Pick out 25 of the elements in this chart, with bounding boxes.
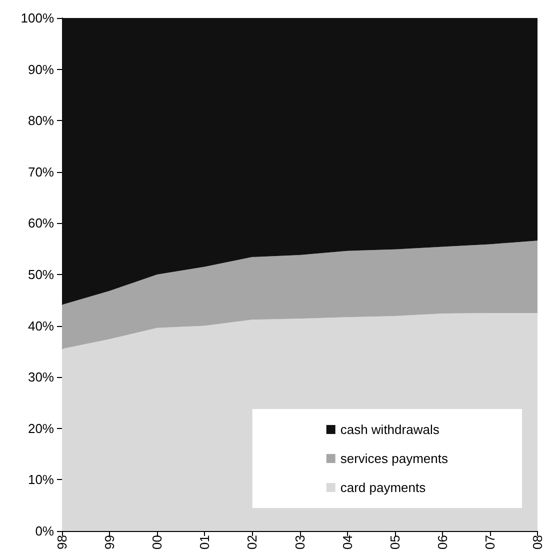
y-tick-label: 10% — [28, 472, 54, 488]
legend-label: card payments — [340, 480, 426, 495]
x-tick-label: 02 — [244, 535, 260, 550]
y-tick-label: 40% — [28, 318, 54, 334]
x-tick-label: 07 — [482, 535, 498, 550]
legend-label: services payments — [340, 451, 448, 466]
x-tick-label: 08 — [530, 535, 544, 550]
legend-label: cash withdrawals — [340, 422, 440, 437]
y-tick-label: 0% — [35, 524, 54, 538]
y-tick-label: 90% — [28, 62, 54, 77]
y-tick-label: 60% — [28, 216, 54, 231]
x-tick-label: 99 — [102, 535, 118, 550]
y-tick-label: 30% — [28, 370, 54, 385]
y-tick-label: 70% — [28, 164, 54, 180]
y-tick-label: 80% — [28, 113, 54, 128]
y-tick-label: 100% — [20, 10, 54, 26]
x-tick-label: 04 — [340, 535, 355, 550]
x-tick-label: 00 — [150, 535, 165, 550]
x-tick-label: 03 — [292, 535, 308, 550]
x-tick-label: 98 — [54, 535, 70, 550]
x-tick-label: 01 — [197, 535, 212, 550]
x-tick-label: 06 — [434, 535, 450, 550]
x-tick-label: 05 — [387, 535, 402, 550]
y-tick-label: 50% — [28, 267, 54, 282]
y-tick-label: 20% — [28, 420, 54, 436]
